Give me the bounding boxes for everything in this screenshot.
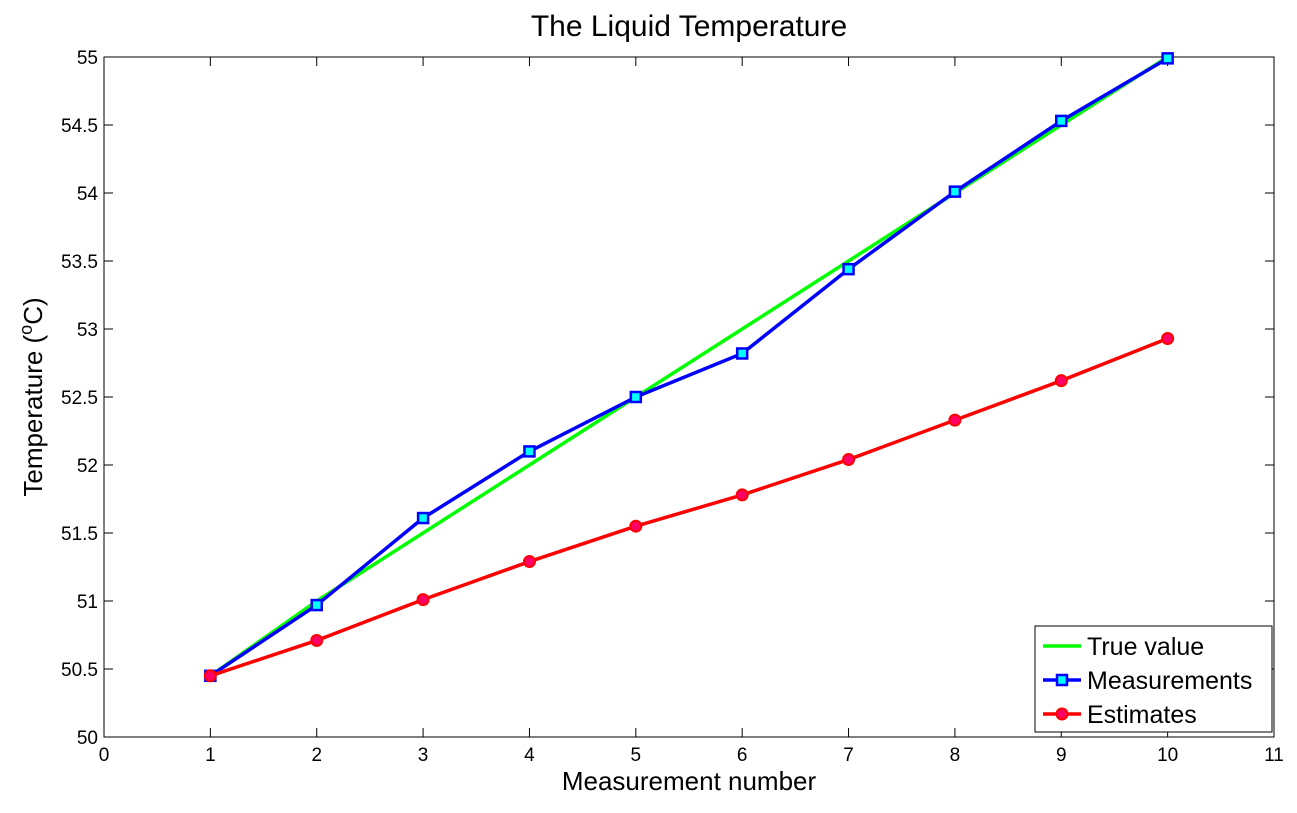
legend-marker-measurements (1055, 673, 1069, 687)
y-tick-label: 53.5 (61, 252, 98, 273)
x-tick-label: 9 (1056, 745, 1067, 766)
x-axis-label: Measurement number (562, 766, 817, 796)
data-point-estimates (1054, 374, 1068, 388)
data-point-measurements (629, 390, 643, 404)
data-point-estimates (735, 488, 749, 502)
data-point-estimates (203, 669, 217, 683)
data-point-measurements (1055, 114, 1068, 128)
y-tick-label: 54.5 (61, 116, 98, 137)
y-tick-label: 51 (77, 592, 98, 613)
x-tick-label: 4 (524, 745, 535, 766)
series-layer (203, 52, 1175, 683)
series-estimates (203, 332, 1175, 683)
series-line-estimates (209, 336, 1169, 678)
data-point-measurements (735, 347, 749, 360)
data-point-measurements (948, 185, 962, 198)
x-tick-label: 10 (1157, 745, 1178, 766)
y-axis-label-tail: C) (18, 297, 48, 324)
y-axis-label-superscript: o (16, 325, 36, 335)
data-point-estimates (629, 519, 643, 533)
x-tick-label: 5 (631, 745, 642, 766)
data-point-measurements (1161, 52, 1174, 65)
data-point-estimates (948, 413, 962, 427)
data-point-estimates (1161, 332, 1175, 346)
series-line-true-value (209, 55, 1169, 678)
x-tick-label: 1 (205, 745, 216, 766)
y-axis-label-main: Temperature ( (18, 334, 48, 496)
y-tick-label: 50.5 (61, 660, 98, 681)
legend-marker-estimates (1055, 707, 1069, 721)
data-point-estimates (310, 633, 324, 647)
y-axis-label: Temperature (oC) (16, 297, 48, 496)
legend-label-measurements: Measurements (1087, 667, 1252, 695)
data-point-estimates (842, 453, 856, 467)
x-tick-label: 2 (311, 745, 322, 766)
legend: True value Measurements Estimates (1034, 625, 1273, 733)
data-point-measurements (842, 262, 855, 276)
legend-label-true-value: True value (1087, 633, 1204, 661)
chart-title: The Liquid Temperature (531, 10, 847, 43)
series-true-value (209, 55, 1169, 678)
data-point-estimates (416, 593, 430, 607)
x-tick-label: 8 (950, 745, 961, 766)
y-tick-label: 52 (77, 456, 98, 477)
y-tick-label: 51.5 (61, 524, 98, 545)
y-tick-label: 50 (77, 728, 98, 749)
x-tick-label: 6 (737, 745, 748, 766)
y-tick-label: 54 (77, 184, 99, 205)
data-point-measurements (523, 445, 536, 458)
y-tick-label: 52.5 (61, 388, 98, 409)
x-tick-label: 11 (1264, 745, 1284, 766)
data-point-measurements (310, 598, 323, 612)
y-tick-label: 53 (77, 320, 98, 341)
x-tick-label: 7 (843, 745, 854, 766)
series-line-measurements (209, 56, 1169, 678)
data-point-measurements (416, 511, 430, 525)
data-point-estimates (522, 555, 536, 569)
x-tick-label: 3 (418, 745, 429, 766)
x-tick-label: 0 (99, 745, 110, 766)
y-tick-label: 55 (77, 48, 98, 69)
legend-label-estimates: Estimates (1087, 701, 1197, 729)
